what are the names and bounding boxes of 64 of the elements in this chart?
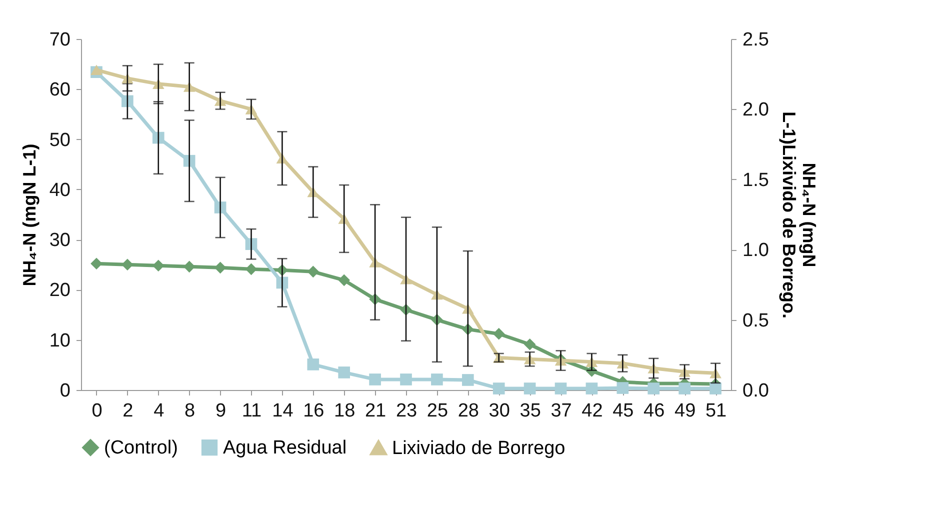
x-tick-label: 8 [184,400,196,422]
point [338,366,350,378]
point [586,382,598,394]
x-tick-label: 18 [334,400,356,422]
x-tick-label: 49 [674,400,696,422]
x-tick-label: 14 [272,400,294,422]
x-tick-label: 2 [122,400,134,422]
legend-label: Agua Residual [223,438,347,459]
x-tick-label: 35 [520,400,541,422]
y-axis-title: NH₄-N (mgN L-1) [19,144,40,286]
y2-tick-label: 2.0 [742,100,769,121]
point [431,374,443,386]
y2-axis-title: NH₄-N (mgN L-1)Lixivido de Borrego. [778,111,819,319]
x-tick-label: 51 [705,400,727,422]
y2-tick-label: 1.0 [742,240,769,262]
point [462,374,474,386]
legend-label: Lixiviado de Borrego [392,438,566,460]
x-tick-label: 23 [396,400,418,422]
point [492,328,505,340]
y-tick-label: 50 [49,130,70,151]
point [524,338,536,350]
y-tick-label: 70 [49,30,70,50]
point [554,382,567,394]
x-tick-label: 11 [242,400,262,422]
y2-tick-label: 2.5 [742,30,769,50]
x-tick-label: 30 [488,400,510,422]
legend-label: (Control) [104,438,178,459]
x-tick-label: 21 [364,400,386,422]
point [369,374,381,386]
y2-tick-label: 0.0 [742,380,769,402]
point [307,266,320,278]
point [122,258,134,271]
x-tick-label: 0 [92,400,102,422]
y-tick-label: 40 [49,180,70,201]
y-tick-label: 60 [49,80,70,101]
y-tick-label: 0 [60,380,70,402]
y-tick-label: 20 [49,280,70,302]
x-tick-label: 4 [154,400,165,422]
point [307,358,320,370]
x-tick-label: 9 [215,400,226,422]
x-tick-label: 46 [644,400,665,422]
point [616,382,629,394]
point [90,258,102,270]
x-tick-label: 37 [550,400,572,422]
y2-tick-label: 1.5 [742,170,769,191]
point [678,382,690,394]
point [90,64,102,76]
point [492,382,505,394]
x-tick-label: 42 [582,400,603,422]
point [122,95,134,108]
y-tick-label: 30 [49,230,70,252]
point [648,382,660,394]
x-tick-label: 16 [303,400,324,422]
x-tick-label: 28 [458,400,479,422]
x-tick-label: 25 [426,400,448,422]
y-tick-label: 10 [49,330,70,352]
point [245,263,258,276]
y2-tick-label: 0.5 [742,310,769,332]
point [710,382,722,394]
x-tick-label: 45 [612,400,634,422]
point [400,374,412,386]
point [524,382,536,394]
point [214,262,226,274]
point [338,274,350,286]
